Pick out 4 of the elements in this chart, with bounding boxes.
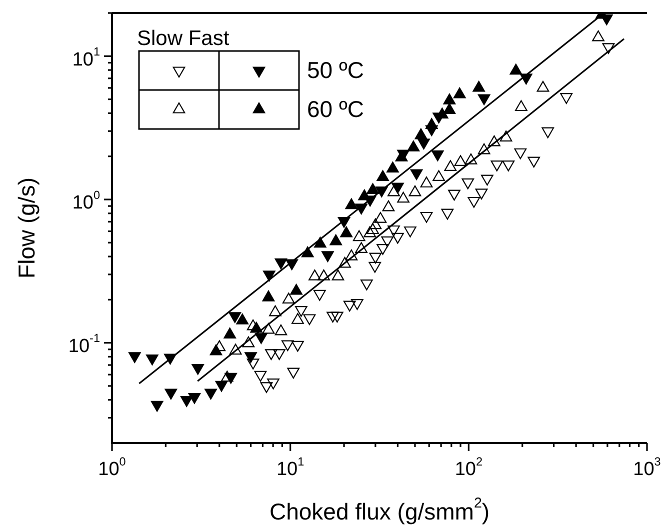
y-axis-title: Flow (g/s) bbox=[13, 178, 40, 278]
legend-label: 60 ºC bbox=[307, 96, 364, 122]
legend-title: Slow Fast bbox=[137, 26, 230, 50]
legend-label: 50 ºC bbox=[307, 56, 364, 83]
